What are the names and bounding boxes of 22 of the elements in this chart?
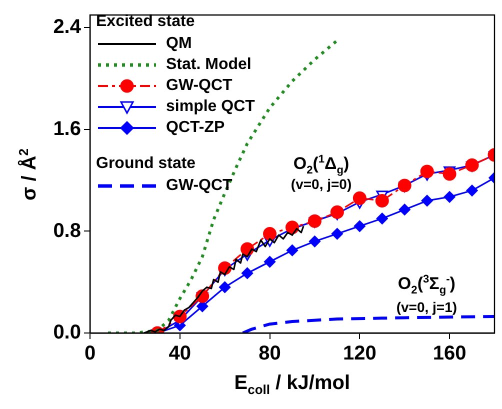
x-tick-label: 40 bbox=[168, 342, 192, 365]
x-tick-label: 0 bbox=[84, 342, 96, 365]
legend-label: Stat. Model bbox=[166, 54, 252, 74]
legend-label: QM bbox=[166, 34, 192, 54]
legend-label: QCT-ZP bbox=[166, 118, 225, 138]
x-tick-label: 160 bbox=[432, 342, 466, 365]
annotation: O$_{2}$($^{3}$Σ$_{g}$$^{-}$) bbox=[398, 274, 456, 297]
annotation: O$_{2}$($^{1}$Δ$_{g}$) bbox=[293, 152, 350, 176]
legend-label: GW-QCT bbox=[166, 176, 232, 196]
y-tick-label: 2.4 bbox=[53, 16, 82, 38]
y-tick-label: 0.0 bbox=[53, 322, 81, 344]
annotation: (v=0, j=0) bbox=[290, 176, 352, 192]
annotation: Ground state bbox=[96, 154, 197, 174]
x-axis-title: E$_{coll}$ / kJ/mol bbox=[234, 372, 350, 397]
x-tick-label: 120 bbox=[342, 342, 376, 365]
legend-label: simple QCT bbox=[166, 96, 255, 116]
legend-title: Excited state bbox=[96, 12, 196, 32]
x-tick-label: 80 bbox=[258, 342, 281, 365]
annotation: (v=0, j=1) bbox=[396, 298, 458, 315]
legend-label: GW-QCT bbox=[166, 76, 232, 96]
y-tick-label: 0.8 bbox=[53, 220, 81, 242]
y-tick-label: 1.6 bbox=[53, 118, 81, 140]
